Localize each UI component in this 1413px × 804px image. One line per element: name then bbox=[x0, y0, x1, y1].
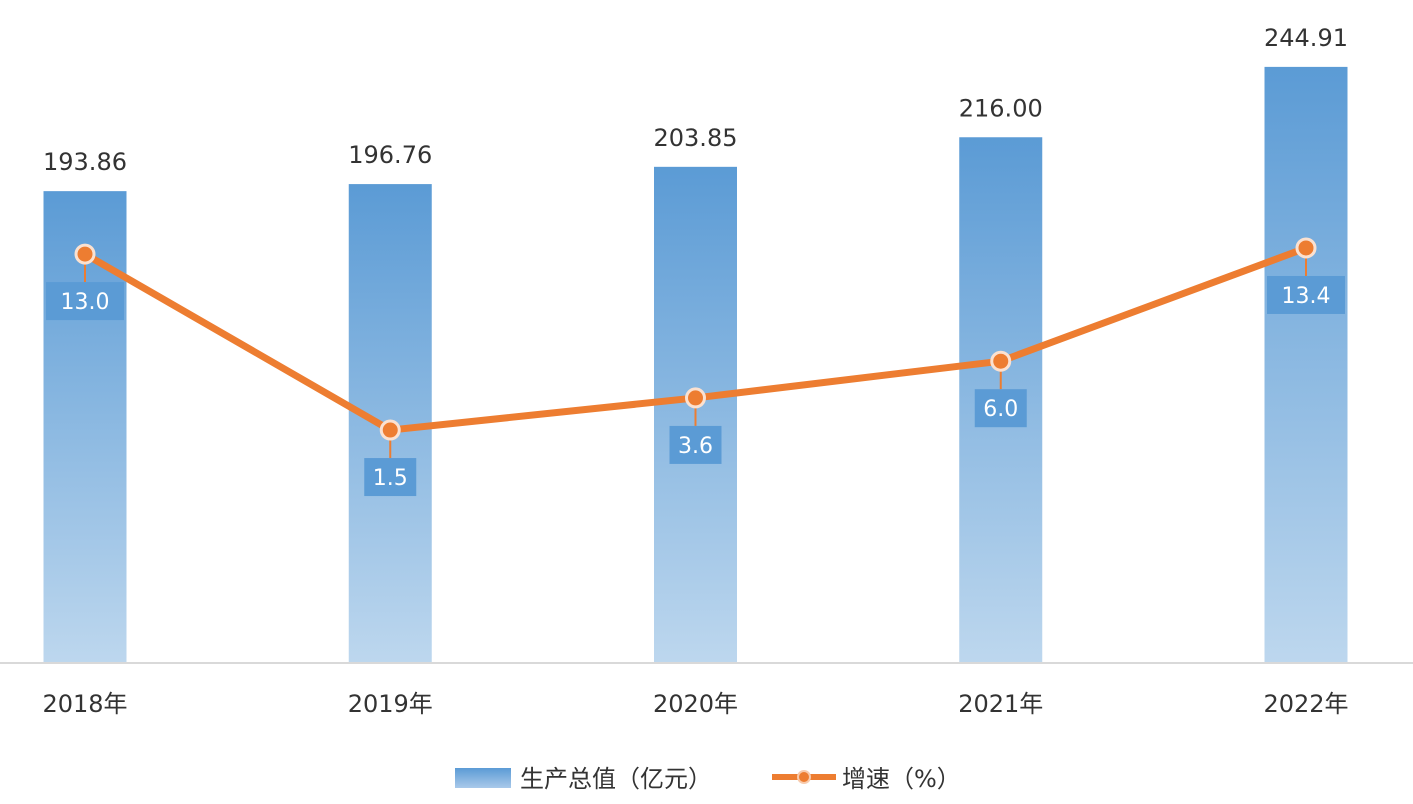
bar-value-label: 203.85 bbox=[654, 124, 738, 152]
bar-value-label: 244.91 bbox=[1264, 24, 1348, 52]
bar-value-label: 216.00 bbox=[959, 94, 1043, 122]
rate-label-box bbox=[364, 458, 417, 497]
rate-value-label: 13.0 bbox=[61, 290, 110, 315]
growth-rate-point bbox=[74, 243, 96, 265]
growth-rate-point bbox=[1295, 237, 1317, 259]
legend-bar-swatch bbox=[455, 768, 511, 788]
x-tick-label: 2020年 bbox=[653, 690, 738, 718]
rate-label-box bbox=[46, 282, 124, 321]
x-tick-label: 2019年 bbox=[348, 690, 433, 718]
x-tick-label: 2021年 bbox=[958, 690, 1043, 718]
bar-value-label: 196.76 bbox=[348, 141, 432, 169]
bar-value-labels: 193.86 196.76 203.85 216.00 244.91 bbox=[43, 24, 1348, 176]
rate-label-box bbox=[974, 389, 1027, 428]
bars-layer bbox=[43, 66, 1348, 664]
bar-2022年 bbox=[1264, 66, 1348, 664]
rate-value-label: 1.5 bbox=[373, 466, 408, 491]
x-tick-label: 2018年 bbox=[42, 690, 127, 718]
rate-value-label: 13.4 bbox=[1282, 284, 1331, 309]
x-tick-labels: 2018年 2019年 2020年 2021年 2022年 bbox=[42, 690, 1348, 718]
growth-rate-point bbox=[685, 387, 706, 409]
legend-line-label: 增速（%） bbox=[842, 765, 961, 793]
legend: 生产总值（亿元） 增速（%） bbox=[455, 765, 961, 793]
rate-value-label: 3.6 bbox=[678, 434, 713, 459]
growth-line-layer: 13.0 1.5 3.6 6.0 13.4 bbox=[46, 237, 1345, 497]
growth-rate-point bbox=[990, 350, 1012, 372]
x-tick-label: 2022年 bbox=[1263, 690, 1348, 718]
rate-value-label: 6.0 bbox=[983, 397, 1018, 422]
bar-value-label: 193.86 bbox=[43, 148, 127, 176]
legend-line-marker bbox=[797, 770, 811, 784]
growth-rate-point bbox=[379, 419, 401, 441]
legend-bar-label: 生产总值（亿元） bbox=[520, 765, 712, 793]
rate-label-box bbox=[669, 425, 722, 464]
rate-label-box bbox=[1267, 275, 1345, 314]
